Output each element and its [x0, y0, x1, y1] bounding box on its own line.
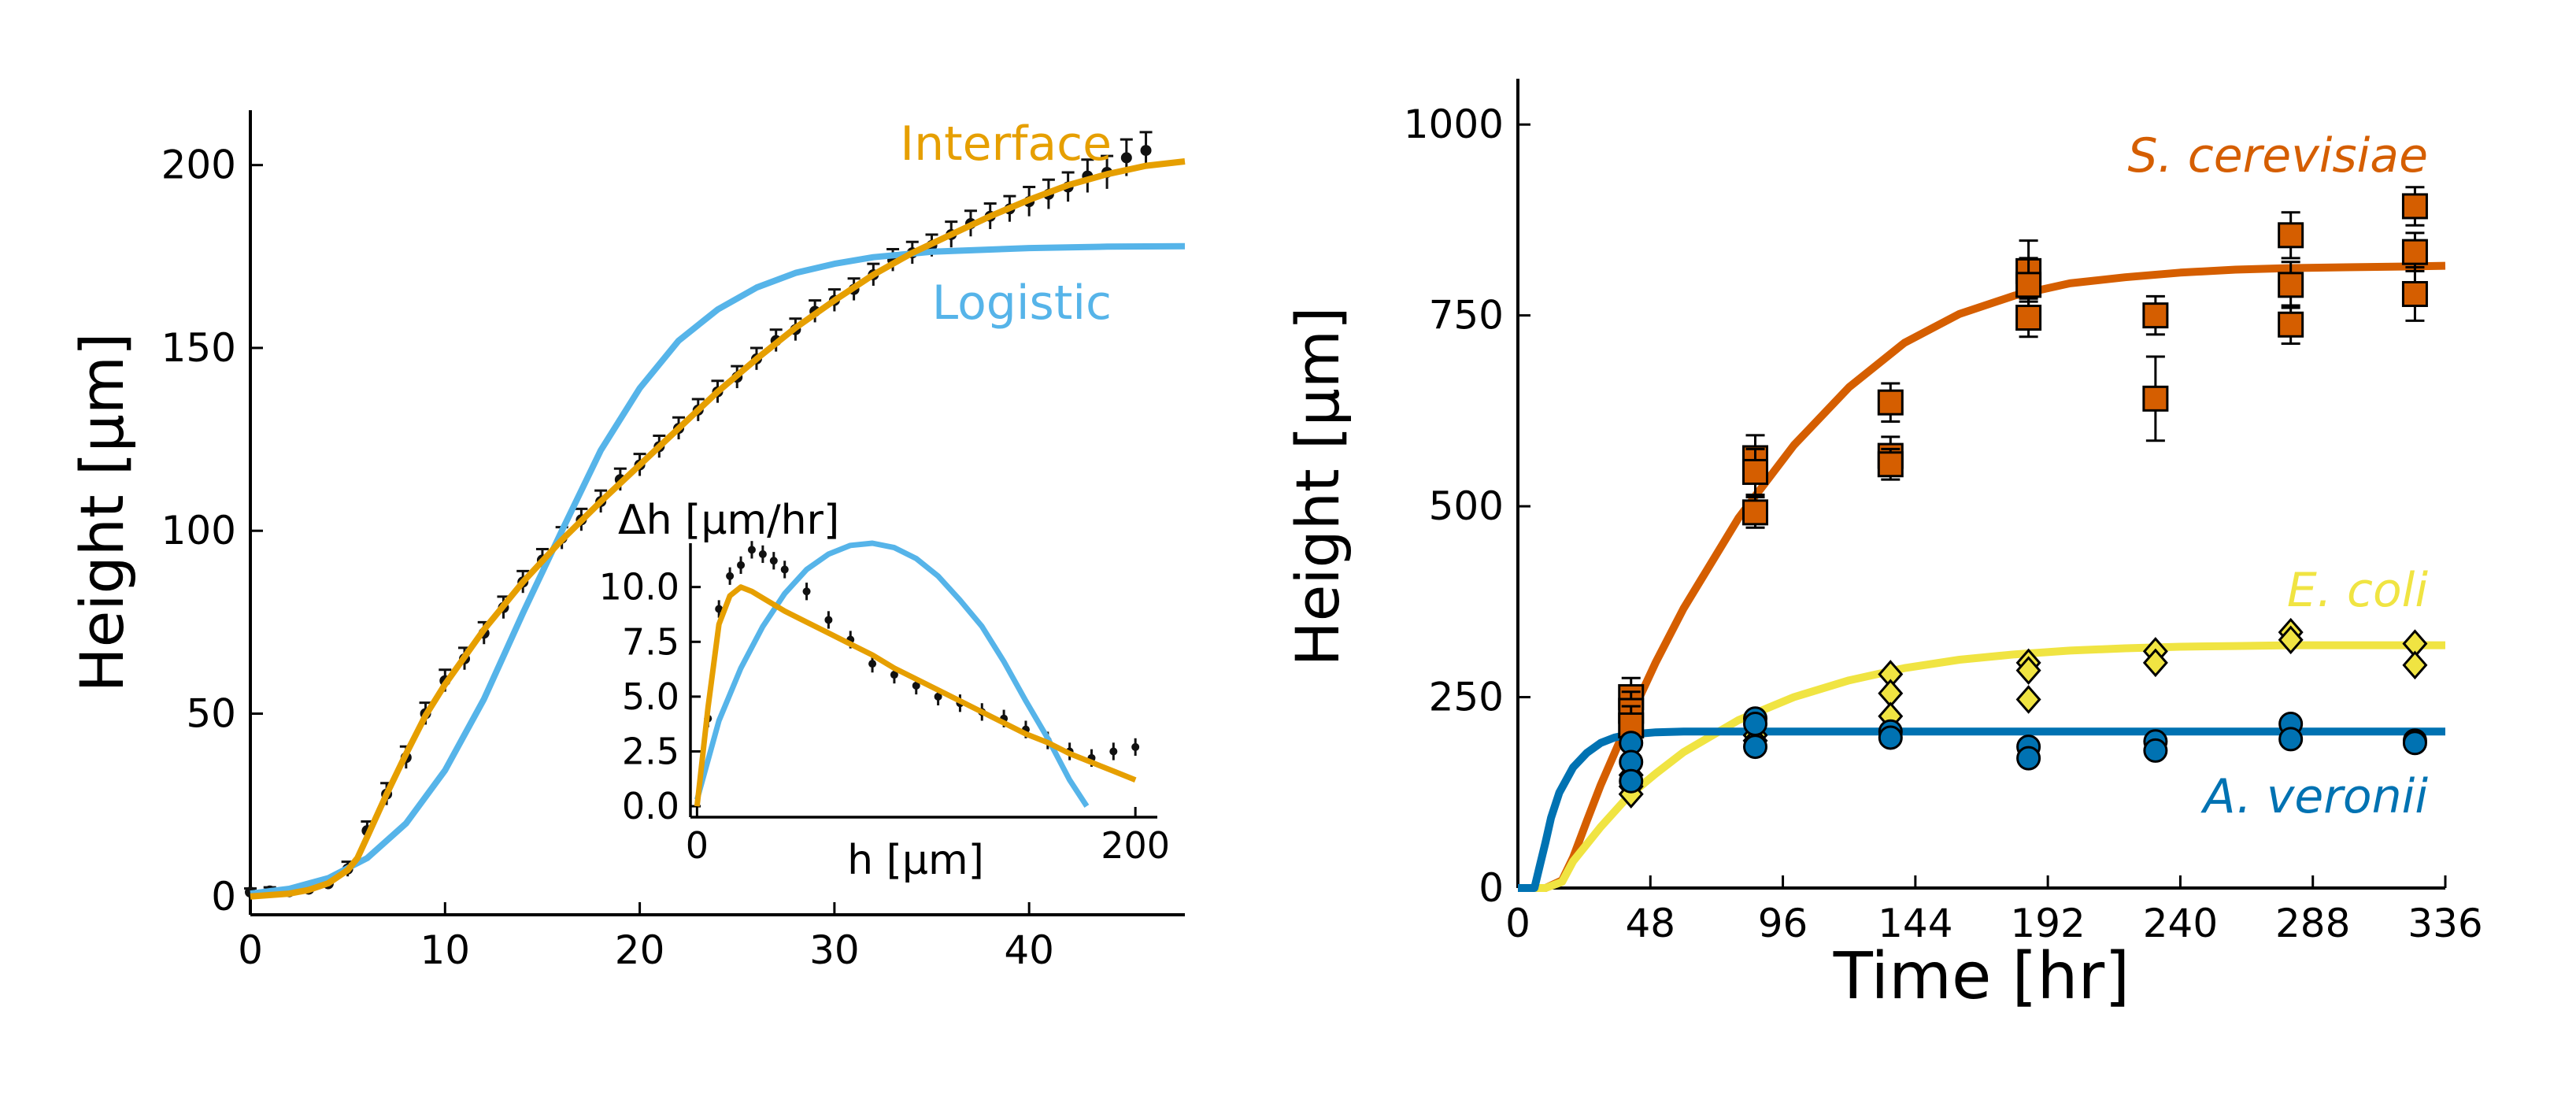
a-veronii-label: A. veronii — [2200, 769, 2429, 824]
inset-data-point — [1109, 747, 1118, 756]
inset-y-tick-label: 7.5 — [622, 620, 679, 663]
a-veronii-point — [1743, 735, 1768, 760]
inset-data-point — [1131, 742, 1140, 751]
s-cerevisiae-fit-line — [1518, 261, 2446, 892]
s-cerevisiae-point — [2401, 193, 2428, 220]
inset-y-tick-label: 5.0 — [622, 675, 679, 718]
data-point — [1120, 152, 1132, 164]
inset-data-point — [726, 572, 735, 580]
inset-y-tick-label: 10.0 — [599, 566, 679, 609]
e-coli-point — [2015, 685, 2041, 714]
inset-x-axis-label: h [μm] — [847, 837, 984, 884]
height-vs-time-panel: 0 50 100 150 200 0 10 20 30 40 Height [μm] Interfac… — [67, 110, 1186, 973]
s-cerevisiae-point — [2401, 280, 2428, 307]
y-tick-label: 50 — [186, 691, 236, 737]
y-tick-label: 0 — [211, 874, 236, 920]
e-coli-point — [2015, 656, 2041, 685]
x-tick-label: 240 — [2143, 901, 2218, 946]
y-tick-label: 200 — [161, 142, 236, 188]
inset-data-point — [747, 546, 756, 554]
inset-x-tick-label: 200 — [1101, 824, 1170, 867]
s-cerevisiae-point — [2278, 311, 2304, 338]
y-tick-label: 1000 — [1404, 102, 1504, 147]
s-cerevisiae-point — [2015, 305, 2042, 331]
s-cerevisiae-point — [2142, 302, 2169, 329]
inset-data-point — [758, 550, 767, 558]
y-tick-label: 500 — [1429, 483, 1504, 529]
s-cerevisiae-point — [1742, 458, 1769, 485]
x-tick-label: 10 — [420, 927, 470, 973]
logistic-label: Logistic — [932, 276, 1112, 331]
a-veronii-point — [1878, 725, 1903, 750]
inset-data-point — [824, 616, 833, 624]
y-tick-label: 750 — [1429, 293, 1504, 339]
x-tick-label: 30 — [809, 927, 860, 973]
a-veronii-point — [2143, 738, 2168, 763]
growth-rate-inset: 0.0 2.5 5.0 7.5 10.0 0 200 Δh [μm/hr] h [μm] — [599, 497, 1170, 884]
inset-data-point — [737, 561, 746, 569]
inset-data-point — [769, 557, 778, 565]
x-tick-label: 40 — [1004, 927, 1054, 973]
x-axis-label: Time [hr] — [1833, 939, 2130, 1014]
inset-data-point — [890, 671, 898, 679]
y-axis-label: Height [μm] — [1282, 306, 1353, 666]
x-tick-label: 0 — [1505, 901, 1530, 946]
y-tick-label: 0 — [1479, 865, 1504, 911]
s-cerevisiae-point — [1877, 451, 1904, 478]
e-coli-label: E. coli — [2287, 563, 2428, 618]
species-height-panel: 0 250 500 750 1000 0 48 96 144 192 240 288 336 Height… — [1282, 79, 2483, 1014]
s-cerevisiae-point — [2278, 272, 2304, 298]
s-cerevisiae-label: S. cerevisiae — [2127, 128, 2428, 183]
y-tick-label: 100 — [161, 508, 236, 553]
interface-fit-line — [250, 158, 1186, 900]
a-veronii-fit-line — [1518, 727, 2445, 892]
x-tick-label: 192 — [2010, 901, 2085, 946]
inset-y-tick-label: 2.5 — [622, 730, 679, 772]
y-axis-label: Height [μm] — [67, 332, 137, 692]
inset-data-point — [912, 681, 920, 690]
x-tick-label: 288 — [2275, 901, 2350, 946]
s-cerevisiae-point — [2015, 272, 2042, 298]
x-tick-label: 20 — [615, 927, 665, 973]
inset-y-tick-label: 0.0 — [622, 785, 679, 827]
e-coli-point — [2402, 650, 2428, 680]
inset-y-axis-label: Δh [μm/hr] — [618, 497, 839, 544]
s-cerevisiae-point — [2401, 239, 2428, 265]
data-point — [1140, 145, 1152, 157]
e-coli-fit-line — [1518, 641, 2445, 892]
s-cerevisiae-point — [1742, 499, 1769, 526]
y-tick-label: 250 — [1429, 675, 1504, 720]
e-coli-point — [2142, 648, 2168, 678]
inset-logistic-line — [694, 540, 1090, 809]
s-cerevisiae-point — [1877, 389, 1904, 416]
x-tick-label: 0 — [238, 927, 263, 973]
inset-data-point — [715, 605, 724, 613]
y-tick-label: 150 — [161, 325, 236, 371]
a-veronii-point — [1619, 768, 1644, 794]
inset-data-point — [934, 692, 942, 701]
x-tick-label: 96 — [1758, 901, 1808, 946]
a-veronii-point — [2278, 727, 2304, 752]
inset-interface-line — [694, 584, 1137, 807]
inset-x-tick-label: 0 — [686, 824, 709, 867]
inset-data-point — [868, 660, 877, 668]
x-tick-label: 144 — [1878, 901, 1952, 946]
inset-data-point — [780, 565, 789, 574]
inset-data-point — [802, 587, 811, 596]
x-tick-label: 48 — [1625, 901, 1675, 946]
e-coli-point — [2278, 625, 2304, 655]
s-cerevisiae-point — [2142, 385, 2169, 412]
a-veronii-point — [2016, 746, 2041, 771]
interface-label: Interface — [900, 117, 1112, 172]
x-tick-label: 336 — [2408, 901, 2482, 946]
a-veronii-point — [2402, 731, 2427, 756]
s-cerevisiae-point — [2278, 222, 2304, 249]
a-veronii-point — [1743, 711, 1768, 736]
